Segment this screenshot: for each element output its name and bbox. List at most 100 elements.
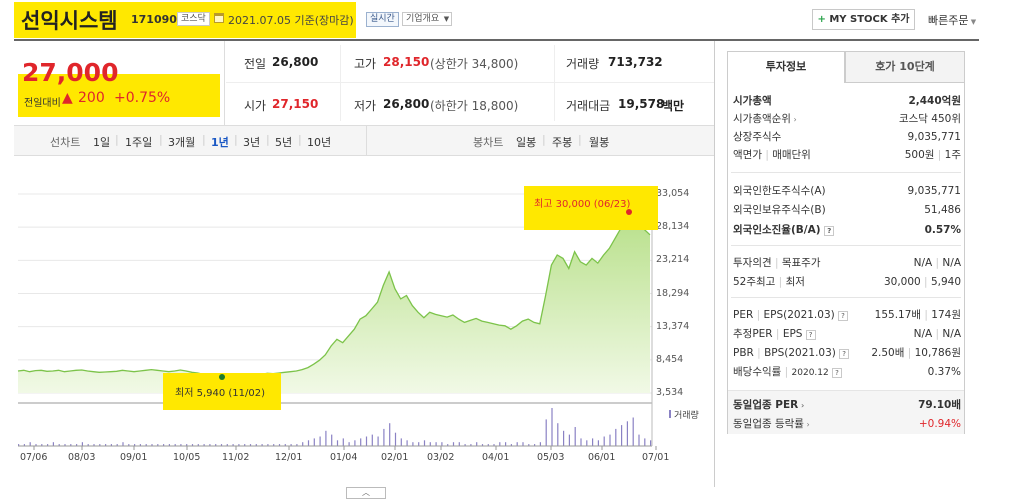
- candle-chart-label: 봉차트: [473, 136, 504, 149]
- prev-close-value: 26,800: [272, 55, 319, 69]
- company-name: 선익시스템: [21, 9, 118, 33]
- volume-bar: [441, 442, 443, 446]
- period-tab-bar: [14, 125, 714, 156]
- volume-bar: [435, 442, 437, 446]
- volume-bar: [586, 440, 588, 446]
- x-tick-label: 06/01: [588, 452, 616, 463]
- tab-invest-info-label: 투자정보: [765, 60, 807, 73]
- volume-bar: [110, 444, 112, 446]
- face-value: 500원: [904, 149, 935, 161]
- x-tick-label: 07/06: [20, 452, 48, 463]
- tab-3month[interactable]: 3개월: [168, 136, 196, 149]
- change-value: 200: [78, 90, 105, 106]
- dividend-label: 배당수익률: [733, 366, 782, 378]
- x-tick-label: 01/04: [330, 452, 358, 463]
- plus-icon: +: [817, 14, 826, 25]
- volume-bar: [174, 444, 176, 446]
- price-line: [17, 213, 651, 378]
- volume-bar: [284, 444, 286, 446]
- tab-separator: |: [542, 133, 546, 146]
- quick-order-button[interactable]: 빠른주문 ▼: [928, 12, 976, 28]
- help-icon[interactable]: ?: [832, 368, 842, 378]
- volume-bar: [209, 444, 211, 446]
- help-icon[interactable]: ?: [839, 349, 849, 359]
- opinion-value: N/A: [913, 257, 933, 269]
- max-highlight: [524, 186, 658, 230]
- sector-per-row[interactable]: 동일업종 PER › 79.10배: [733, 397, 961, 414]
- chevron-right-icon: ›: [803, 420, 810, 429]
- tab-5year[interactable]: 5년: [275, 136, 293, 149]
- volume-bar: [638, 434, 640, 446]
- volume-bar: [81, 442, 83, 446]
- volume-bar: [296, 444, 298, 446]
- tab-separator: |: [159, 133, 163, 146]
- my-stock-button[interactable]: + MY STOCK 추가: [812, 9, 915, 30]
- volume-bar: [336, 440, 339, 446]
- week52-row: 52주최고 | 최저 30,000 | 5,940: [733, 276, 961, 288]
- tab-1day[interactable]: 1일: [93, 136, 111, 149]
- tab-1week[interactable]: 1주일: [125, 136, 153, 149]
- volume-bar: [197, 444, 199, 446]
- dividend-date: 2020.12: [791, 368, 829, 378]
- tab-separator: |: [234, 133, 238, 146]
- volume-bar: [41, 444, 43, 446]
- market-cap-row: 시가총액 2,440억원: [733, 93, 961, 110]
- volume-bar: [47, 444, 49, 446]
- volume-bar: [528, 444, 530, 446]
- help-icon[interactable]: ?: [838, 311, 848, 321]
- help-icon[interactable]: ?: [824, 226, 835, 236]
- lower-limit: (하한가 18,800): [430, 99, 519, 113]
- high52-label: 52주최고: [733, 276, 776, 288]
- foreign-hold-value: 51,486: [924, 204, 961, 216]
- date-text: 2021.07.05 기준(장마감): [228, 14, 354, 27]
- tab-10year[interactable]: 10년: [307, 136, 332, 149]
- volume-bar: [23, 444, 25, 446]
- amount-value: 19,578: [618, 97, 665, 111]
- volume-bar: [545, 419, 547, 446]
- chevron-right-icon: ›: [798, 401, 805, 410]
- tab-invest-info[interactable]: 투자정보: [727, 51, 845, 83]
- volume-bar: [128, 444, 130, 446]
- x-tick-label: 12/01: [275, 452, 303, 463]
- y-tick-label: 28,134: [656, 221, 690, 233]
- x-tick-label: 02/01: [381, 452, 409, 463]
- high52-value: 30,000: [883, 276, 921, 288]
- volume-bar: [522, 442, 524, 446]
- foreign-ratio-label: 외국인소진율(B/A): [733, 224, 821, 236]
- volume-bar: [609, 434, 611, 446]
- collapse-button[interactable]: ︿: [346, 487, 386, 499]
- rank-row[interactable]: 시가총액순위 › 코스닥 450위: [733, 111, 961, 128]
- volume-bar: [249, 444, 252, 446]
- sector-box: [728, 390, 964, 434]
- open-label: 시가: [244, 99, 267, 113]
- company-info-dropdown[interactable]: 기업개요 ▼: [402, 12, 453, 26]
- realtime-badge[interactable]: 실시간: [366, 12, 399, 27]
- volume-bar: [481, 444, 484, 446]
- volume-bars: [18, 408, 652, 446]
- sector-per-label: 동일업종 PER: [733, 399, 799, 411]
- volume-bar: [273, 444, 275, 446]
- shares-value: 9,035,771: [907, 131, 961, 143]
- shares-label: 상장주식수: [733, 131, 782, 143]
- sector-change-row[interactable]: 동일업종 등락률 › +0.94%: [733, 416, 961, 433]
- est-per-row: 추정PER | EPS ? N/A | N/A: [733, 328, 961, 340]
- volume-bar: [151, 444, 153, 446]
- tab-1year[interactable]: 1년: [211, 136, 229, 149]
- volume-bar: [238, 444, 240, 446]
- tab-3year[interactable]: 3년: [243, 136, 261, 149]
- change-label: 전일대비: [24, 98, 61, 109]
- tab-daily-candle[interactable]: 일봉: [516, 136, 537, 149]
- tab-orderbook[interactable]: 호가 10단계: [845, 51, 965, 83]
- tab-monthly-candle[interactable]: 월봉: [589, 136, 610, 149]
- price-highlight: [18, 74, 220, 117]
- help-icon[interactable]: ?: [805, 330, 816, 340]
- foreign-ratio-row: 외국인소진율(B/A) ? 0.57%: [733, 222, 961, 239]
- volume-bar: [568, 434, 570, 446]
- volume-bar: [99, 444, 101, 446]
- volume-bar: [400, 438, 402, 446]
- chevron-right-icon: ›: [790, 115, 797, 124]
- x-tick-label: 09/01: [120, 452, 148, 463]
- tab-weekly-candle[interactable]: 주봉: [552, 136, 573, 149]
- per-row: PER | EPS(2021.03) ? 155.17배 | 174원: [733, 309, 961, 321]
- volume-bar: [29, 442, 31, 446]
